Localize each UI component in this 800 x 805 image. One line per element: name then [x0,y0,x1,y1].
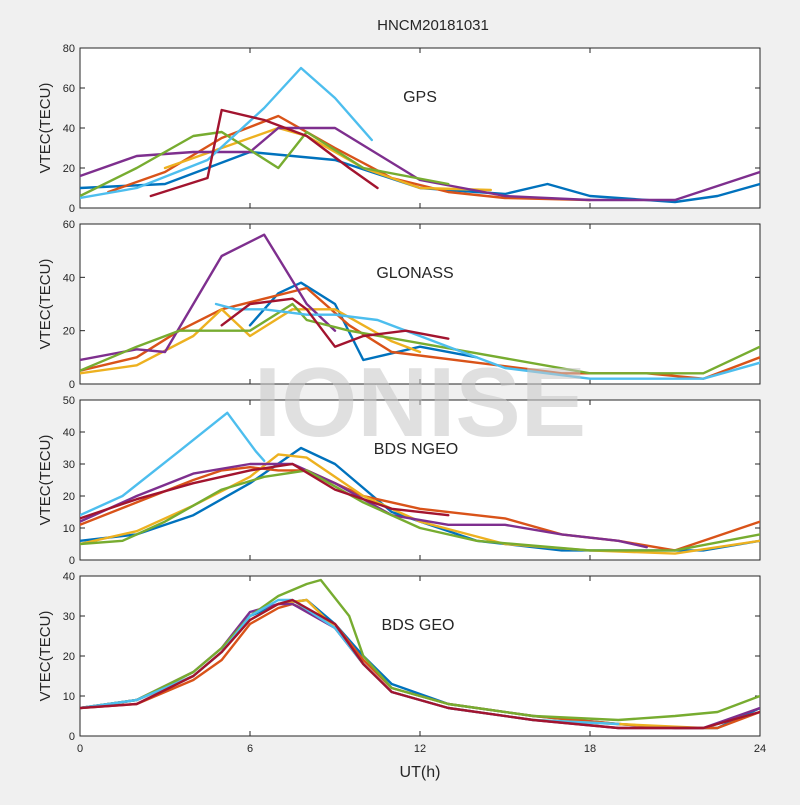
series-group [80,411,760,555]
series-line-6 [149,108,379,198]
x-tick-label: 12 [414,743,426,755]
series-group [80,233,760,380]
panel-label: GPS [403,89,437,106]
y-axis-label: VTEC(TECU) [37,259,54,350]
y-tick-label: 0 [69,203,75,215]
plot-area [79,575,761,737]
series-line-4 [80,302,760,375]
y-tick-label: 80 [63,43,75,55]
panel-3: 0 10 20 30 40 0 6 12 18 24 VTEC(TECU) BDS GEO [37,571,766,755]
series-line-4 [80,578,760,722]
series-group [80,66,760,204]
y-tick-label: 10 [63,691,75,703]
series-group [80,578,760,730]
y-tick-label: 40 [63,571,75,583]
panel-label: BDS NGEO [374,441,458,458]
y-tick-label: 20 [63,326,75,338]
y-axis-label: VTEC(TECU) [37,83,54,174]
y-tick-label: 0 [69,731,75,743]
series-line-6 [80,598,760,730]
series-line-6 [80,462,450,520]
x-tick-label: 0 [77,743,83,755]
series-line-3 [80,126,760,202]
y-tick-label: 60 [63,83,75,95]
panel-2: 0 10 20 30 40 50 VTEC(TECU) BDS NGEO [37,395,761,567]
series-line-5 [80,411,266,517]
y-tick-label: 60 [63,219,75,231]
y-tick-label: 0 [69,555,75,567]
x-axis-label: UT(h) [400,764,441,781]
series-line-5 [80,66,373,200]
watermark: IONISE [254,347,586,457]
y-tick-label: 30 [63,459,75,471]
panel-1: 0 20 40 60 VTEC(TECU) GLONASS [37,219,761,391]
y-axis-label: VTEC(TECU) [37,611,54,702]
y-tick-label: 40 [63,427,75,439]
y-tick-label: 10 [63,523,75,535]
chart-title: HNCM20181031 [377,17,489,34]
y-axis-label: VTEC(TECU) [37,435,54,526]
x-tick-label: 18 [584,743,596,755]
series-line-4 [80,469,760,552]
x-tick-label: 6 [247,743,253,755]
y-tick-label: 40 [63,123,75,135]
panel-label: GLONASS [376,265,453,282]
series-line-4 [80,130,450,198]
y-tick-label: 40 [63,272,75,284]
panel-label: BDS GEO [382,617,455,634]
series-line-2 [80,308,422,375]
series-line-0 [248,281,478,362]
series-line-0 [80,150,760,204]
series-line-5 [214,302,760,380]
y-tick-label: 20 [63,491,75,503]
series-line-3 [80,233,337,362]
y-tick-label: 20 [63,651,75,663]
panel-0: 0 20 40 60 80 VTEC(TECU) GPS [37,43,761,215]
y-tick-label: 30 [63,611,75,623]
x-tick-label: 24 [754,743,766,755]
series-line-6 [220,297,450,348]
y-tick-label: 20 [63,163,75,175]
y-tick-label: 0 [69,379,75,391]
y-tick-label: 50 [63,395,75,407]
